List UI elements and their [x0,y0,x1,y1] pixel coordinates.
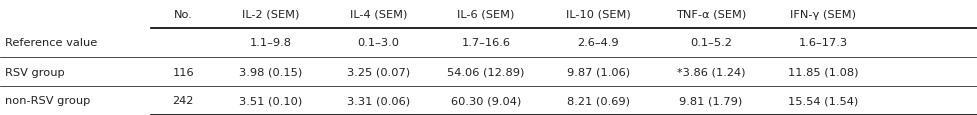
Text: 54.06 (12.89): 54.06 (12.89) [447,67,525,77]
Text: 2.6–4.9: 2.6–4.9 [577,38,619,48]
Text: IL-4 (SEM): IL-4 (SEM) [350,9,407,19]
Text: 60.30 (9.04): 60.30 (9.04) [451,96,521,106]
Text: 242: 242 [173,96,193,106]
Text: 116: 116 [172,67,194,77]
Text: IL-6 (SEM): IL-6 (SEM) [457,9,515,19]
Text: 3.25 (0.07): 3.25 (0.07) [347,67,410,77]
Text: 3.51 (0.10): 3.51 (0.10) [239,96,303,106]
Text: 0.1–3.0: 0.1–3.0 [358,38,400,48]
Text: IFN-γ (SEM): IFN-γ (SEM) [790,9,856,19]
Text: IL-10 (SEM): IL-10 (SEM) [566,9,631,19]
Text: *3.86 (1.24): *3.86 (1.24) [676,67,745,77]
Text: 1.1–9.8: 1.1–9.8 [250,38,292,48]
Text: 3.98 (0.15): 3.98 (0.15) [239,67,303,77]
Text: 1.7–16.6: 1.7–16.6 [461,38,511,48]
Text: TNF-α (SEM): TNF-α (SEM) [676,9,745,19]
Text: 0.1–5.2: 0.1–5.2 [690,38,732,48]
Text: 9.81 (1.79): 9.81 (1.79) [679,96,743,106]
Text: Reference value: Reference value [5,38,97,48]
Text: No.: No. [174,9,192,19]
Text: non-RSV group: non-RSV group [5,96,90,106]
Text: 15.54 (1.54): 15.54 (1.54) [788,96,858,106]
Text: 8.21 (0.69): 8.21 (0.69) [567,96,630,106]
Text: 9.87 (1.06): 9.87 (1.06) [567,67,630,77]
Text: 1.6–17.3: 1.6–17.3 [798,38,848,48]
Text: 3.31 (0.06): 3.31 (0.06) [347,96,410,106]
Text: RSV group: RSV group [5,67,64,77]
Text: IL-2 (SEM): IL-2 (SEM) [242,9,300,19]
Text: 11.85 (1.08): 11.85 (1.08) [787,67,859,77]
